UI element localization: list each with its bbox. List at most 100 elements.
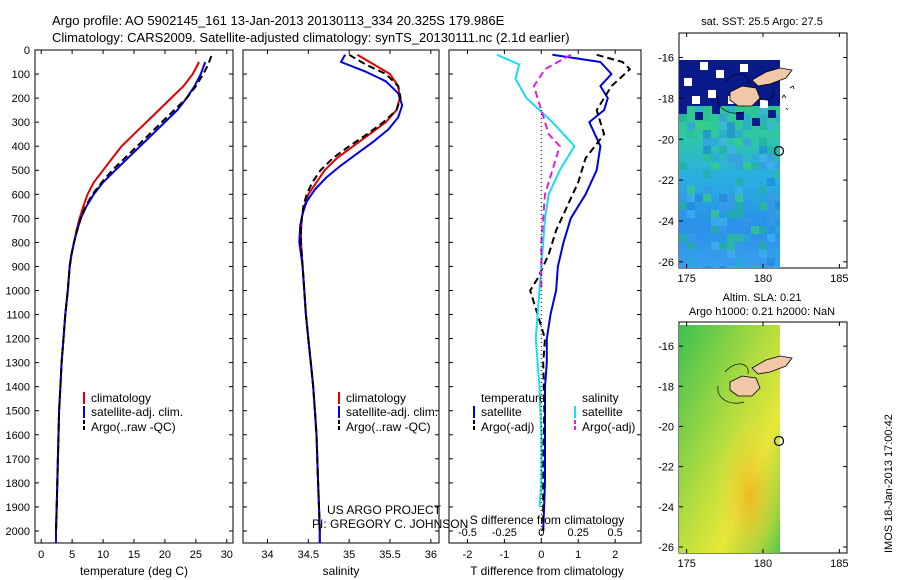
map-x-tick-label: 175 bbox=[677, 273, 695, 285]
x-tick-label: 35 bbox=[343, 549, 355, 561]
x-tick-label: -1 bbox=[499, 549, 509, 561]
sst-pixel bbox=[727, 130, 735, 138]
sst-pixel bbox=[719, 242, 727, 250]
sst-pixel bbox=[735, 186, 743, 194]
sst-pixel bbox=[727, 202, 735, 210]
sst-pixel bbox=[759, 162, 767, 170]
x-tick-label: 36 bbox=[425, 549, 437, 561]
sst-pixel bbox=[703, 170, 711, 178]
series-line bbox=[300, 53, 402, 532]
sst-pixel bbox=[759, 250, 767, 258]
y-tick-label: 1300 bbox=[6, 358, 30, 370]
map-y-tick-label: -20 bbox=[658, 421, 674, 433]
sst-pixel bbox=[703, 138, 711, 146]
salinity-plot-frame bbox=[242, 49, 440, 544]
sst-pixel bbox=[735, 210, 743, 218]
sst-pixel bbox=[767, 258, 775, 266]
sst-pixel bbox=[711, 250, 719, 258]
map-y-tick-label: -22 bbox=[658, 462, 674, 474]
y-tick-label: 1000 bbox=[6, 285, 30, 297]
y-tick-label: 200 bbox=[12, 93, 30, 105]
sst-missing-edge bbox=[679, 106, 687, 114]
sst-pixel bbox=[719, 122, 727, 130]
sst-pixel bbox=[775, 202, 780, 210]
credit-line-1: US ARGO PROJECT bbox=[327, 503, 442, 517]
sst-hole bbox=[692, 96, 700, 104]
sst-pixel bbox=[687, 130, 695, 138]
series-line bbox=[55, 61, 200, 543]
sst-pixel bbox=[767, 194, 775, 202]
sst-pixel bbox=[767, 122, 775, 130]
sst-pixel bbox=[767, 162, 775, 170]
sst-pixel bbox=[759, 154, 767, 162]
x-tick-label-salinity: -0.5 bbox=[458, 527, 477, 539]
sst-missing-edge bbox=[752, 118, 760, 126]
y-tick-label: 900 bbox=[12, 261, 30, 273]
sla-map-title: Altim. SLA: 0.21 bbox=[723, 292, 802, 304]
series-line bbox=[529, 53, 631, 531]
sst-pixel bbox=[767, 218, 775, 226]
x-tick-label-salinity: -0.25 bbox=[492, 527, 517, 539]
legend-title-temperature: temperature bbox=[481, 391, 546, 405]
sla-argo-position-marker bbox=[773, 435, 785, 447]
temperature-plot-frame bbox=[34, 49, 234, 544]
difference-xlabel: T difference from climatology bbox=[470, 564, 624, 578]
map-y-tick-label: -16 bbox=[658, 53, 674, 65]
legend-label-satellite: satellite-adj. clim. bbox=[346, 405, 438, 419]
sst-hole bbox=[700, 62, 708, 70]
sst-pixel bbox=[703, 266, 711, 268]
sst-pixel bbox=[743, 234, 751, 242]
x-tick-label-salinity: 0.25 bbox=[568, 527, 589, 539]
sst-pixel bbox=[719, 218, 727, 226]
series-line bbox=[55, 55, 213, 532]
sst-pixel bbox=[727, 154, 735, 162]
sst-pixel bbox=[727, 194, 735, 202]
series-lines bbox=[55, 53, 631, 543]
legend-label-argo: Argo(..raw -QC) bbox=[346, 420, 431, 434]
sst-pixel bbox=[751, 162, 759, 170]
x-tick-label: 0 bbox=[538, 549, 544, 561]
sst-pixel bbox=[759, 146, 767, 154]
sst-pixel bbox=[687, 202, 695, 210]
sla-land bbox=[717, 355, 793, 404]
sst-pixel bbox=[735, 202, 743, 210]
map-y-tick-label: -24 bbox=[658, 502, 674, 514]
axis-ticks: 0 5 10 15 20 25 30 34 34.5 35 35.5 36 -2 -1 0 1 2 -0.5 -0.… bbox=[35, 49, 641, 561]
island-vanua-levu bbox=[751, 355, 793, 375]
x-tick-label: 34.5 bbox=[298, 549, 319, 561]
sst-map-axes: 175 180 185 -16 -18 -20 -22 -24 -26 bbox=[658, 33, 849, 285]
series-line bbox=[542, 53, 613, 532]
sst-pixel bbox=[687, 186, 695, 194]
sst-pixel bbox=[703, 122, 711, 130]
reef-outline bbox=[717, 363, 749, 404]
y-tick-label: 1900 bbox=[6, 502, 30, 514]
y-tick-label: 500 bbox=[12, 165, 30, 177]
sst-pixel bbox=[743, 258, 751, 266]
legend-label-climatology: climatology bbox=[346, 391, 406, 405]
sst-pixel bbox=[743, 114, 751, 122]
series-line bbox=[496, 53, 576, 507]
sst-pixel bbox=[711, 138, 719, 146]
reef-outline bbox=[717, 73, 774, 114]
x-tick-label: -2 bbox=[463, 549, 473, 561]
sst-pixel bbox=[703, 106, 711, 114]
legend-label-argo: Argo(..raw -QC) bbox=[91, 420, 176, 434]
sla-field-hotspot bbox=[679, 325, 780, 553]
x-tick-label: 2 bbox=[612, 549, 618, 561]
header-line-2: Climatology: CARS2009. Satellite-adjuste… bbox=[52, 30, 570, 45]
y-tick-label: 1800 bbox=[6, 478, 30, 490]
sst-pixel bbox=[775, 250, 780, 258]
sst-pixel bbox=[719, 114, 727, 122]
sst-pixel bbox=[687, 234, 695, 242]
map-x-tick-label: 175 bbox=[677, 558, 695, 570]
sst-pixel bbox=[767, 146, 775, 154]
island-viti-levu bbox=[729, 375, 761, 397]
sst-pixel bbox=[727, 234, 735, 242]
sst-pixel bbox=[687, 210, 695, 218]
sst-pixel bbox=[751, 226, 759, 234]
sst-pixel bbox=[775, 146, 780, 154]
imos-timestamp: IMOS 18-Jan-2013 17:00:42 bbox=[883, 414, 895, 553]
sla-map-axes: 175 180 185 -16 -18 -20 -22 -24 -26 bbox=[658, 322, 849, 570]
sst-pixel bbox=[759, 138, 767, 146]
sst-pixel bbox=[751, 258, 759, 266]
